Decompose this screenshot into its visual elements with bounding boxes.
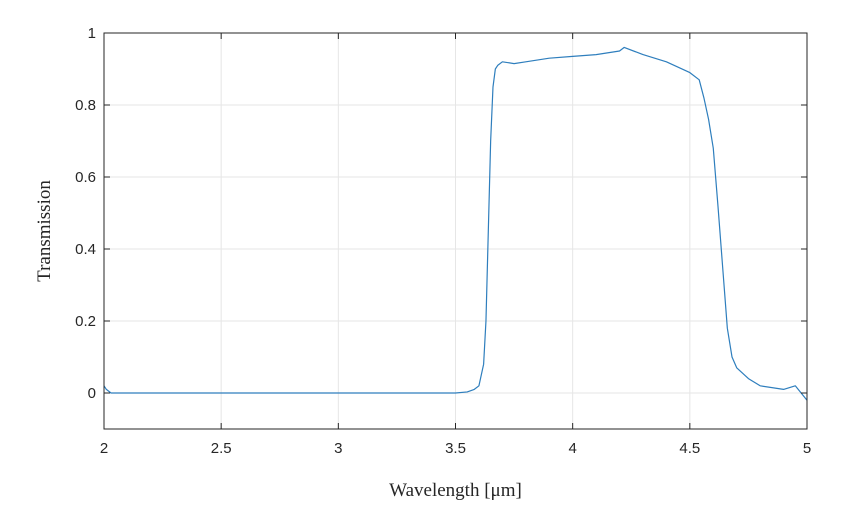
x-tick-label: 5 <box>803 440 811 457</box>
axis-ticks: 2 2.5 3 3.5 4 4.5 5 0 0.2 0.4 0.6 0.8 1 <box>75 25 811 457</box>
x-tick-label: 3 <box>334 440 342 457</box>
y-axis-title: Transmission <box>34 180 55 282</box>
y-tick-label: 1 <box>88 25 96 42</box>
x-axis-title: Wavelength [μm] <box>389 480 522 501</box>
y-tick-label: 0.4 <box>75 241 96 258</box>
x-tick-label: 3.5 <box>445 440 466 457</box>
y-tick-label: 0.8 <box>75 97 96 114</box>
y-tick-label: 0.6 <box>75 169 96 186</box>
x-tick-label: 2 <box>100 440 108 457</box>
x-tick-label: 4.5 <box>679 440 700 457</box>
x-tick-label: 2.5 <box>211 440 232 457</box>
x-tick-label: 4 <box>568 440 576 457</box>
transmission-line <box>103 46 808 401</box>
y-tick-label: 0.2 <box>75 313 96 330</box>
y-tick-label: 0 <box>88 385 96 402</box>
